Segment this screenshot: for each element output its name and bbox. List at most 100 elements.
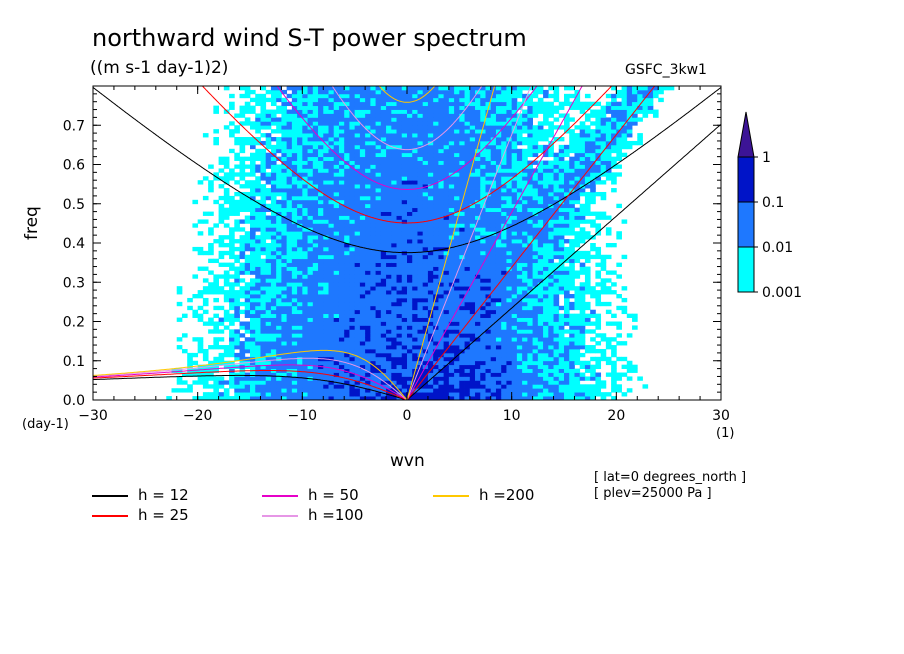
power-cell	[312, 215, 319, 220]
power-cell	[297, 388, 303, 393]
power-cell	[427, 176, 434, 181]
power-cell	[485, 254, 492, 260]
power-cell	[485, 274, 492, 279]
power-cell	[338, 301, 345, 307]
power-cell	[307, 235, 314, 240]
power-cell	[286, 376, 293, 381]
power-cell	[480, 235, 486, 240]
power-cell	[412, 227, 418, 232]
power-cell	[250, 262, 256, 267]
power-cell	[281, 144, 288, 150]
power-cell	[543, 121, 549, 126]
power-cell	[375, 184, 382, 189]
power-cell	[401, 380, 408, 385]
power-cell	[401, 203, 408, 209]
power-cell	[244, 184, 251, 189]
power-cell	[548, 388, 554, 393]
power-cell	[291, 105, 298, 110]
power-cell	[448, 274, 455, 279]
power-cell	[213, 345, 219, 350]
power-cell	[250, 364, 256, 370]
power-cell	[260, 348, 267, 354]
power-cell	[318, 144, 324, 150]
power-cell	[464, 356, 471, 362]
power-cell	[532, 172, 539, 177]
power-cell	[427, 140, 434, 146]
power-cell	[370, 117, 376, 122]
power-cell	[501, 144, 507, 150]
power-cell	[407, 380, 413, 385]
power-cell	[297, 211, 303, 216]
power-cell	[370, 262, 376, 267]
power-cell	[495, 109, 502, 114]
power-cell	[448, 93, 455, 99]
power-cell	[370, 148, 376, 154]
power-cell	[506, 380, 513, 385]
power-cell	[354, 274, 361, 279]
power-cell	[359, 278, 366, 283]
power-cell	[443, 231, 450, 236]
power-cell	[537, 388, 544, 393]
power-cell	[344, 97, 350, 103]
power-cell	[511, 231, 518, 236]
power-cell	[250, 337, 256, 342]
power-cell	[265, 97, 272, 103]
power-cell	[407, 356, 413, 362]
power-cell	[443, 211, 450, 216]
power-cell	[354, 101, 361, 107]
power-cell	[286, 156, 293, 161]
power-cell	[244, 231, 251, 236]
power-cell	[281, 372, 288, 377]
power-cell	[312, 203, 319, 209]
power-cell	[469, 105, 476, 110]
power-cell	[401, 325, 408, 330]
power-cell	[448, 282, 455, 287]
power-cell	[338, 223, 345, 228]
power-cell	[197, 231, 204, 236]
power-cell	[349, 345, 356, 350]
power-cell	[359, 266, 366, 271]
power-cell	[438, 321, 445, 326]
power-cell	[448, 160, 455, 165]
power-cell	[490, 274, 497, 279]
power-cell	[469, 294, 476, 299]
power-cell	[469, 203, 476, 209]
power-cell	[537, 227, 544, 232]
power-cell	[380, 294, 387, 299]
power-cell	[255, 317, 261, 322]
power-cell	[338, 290, 345, 295]
power-cell	[218, 203, 225, 209]
power-cell	[522, 321, 528, 326]
power-cell	[516, 396, 523, 400]
power-cell	[543, 301, 549, 307]
power-cell	[286, 282, 293, 287]
power-cell	[291, 148, 298, 154]
power-cell	[543, 384, 549, 389]
power-cell	[522, 109, 528, 114]
power-cell	[548, 188, 554, 193]
power-cell	[443, 125, 450, 130]
power-cell	[354, 301, 361, 307]
power-cell	[506, 297, 513, 303]
power-cell	[359, 317, 366, 322]
power-cell	[391, 266, 397, 271]
power-cell	[443, 117, 450, 122]
power-cell	[407, 93, 413, 99]
power-cell	[260, 133, 267, 138]
power-cell	[532, 333, 539, 338]
power-cell	[365, 388, 371, 393]
power-cell	[516, 337, 523, 342]
power-cell	[255, 227, 261, 232]
power-cell	[490, 396, 497, 400]
power-cell	[223, 294, 230, 299]
power-cell	[328, 172, 335, 177]
power-cell	[375, 231, 382, 236]
power-cell	[265, 215, 272, 220]
power-cell	[537, 203, 544, 209]
power-cell	[490, 121, 497, 126]
power-cell	[176, 317, 183, 322]
power-cell	[255, 117, 261, 122]
power-cell	[401, 297, 408, 303]
power-cell	[396, 152, 403, 158]
power-cell	[522, 297, 528, 303]
